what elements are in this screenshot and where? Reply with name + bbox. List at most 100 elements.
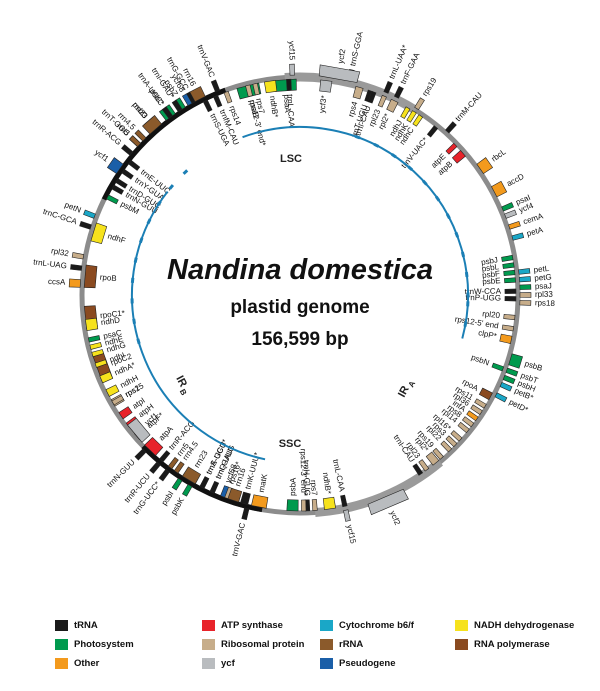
gene-block-trnn-guu [134,448,147,461]
gene-block-rpl22 [440,440,453,453]
gene-block-ycf68 [181,93,193,107]
gene-block-rps15 [111,395,124,406]
gene-block-rbcl [476,157,494,174]
gene-block-ycf1 [106,157,124,174]
gc-marker [407,165,414,171]
gene-block-rpl2 [425,451,440,466]
gc-marker [168,184,175,190]
gene-block-trnl-caa [340,494,348,508]
gene-block-rpl32 [71,252,85,260]
gene-label-ycf3: ycf3* [317,95,328,114]
gene-layer: trnH-GUGpsbAmatKtrnK-UUU*rps16*trnQ-UUGt… [33,30,556,557]
gc-marker [146,218,152,225]
gene-block-rps19 [414,97,425,111]
gene-block-ndhb [322,496,336,510]
gene-block-trna-ugc [199,476,210,489]
gene-block-rrn23 [142,115,162,135]
junction-band [141,444,263,513]
gene-block-rpl20 [503,313,516,321]
gene-block-ndhf [90,222,108,245]
gene-block-ycf2 [318,64,361,83]
gene-block-rrn4-5 [134,129,147,142]
gene-block-ycf4 [504,209,517,219]
gene-label-psbj: psbJ [480,255,498,267]
gene-label-ycf1: ycf1 [93,148,111,164]
gene-block-trng-ucc [158,468,170,482]
gene-label-psab: psaB [247,99,260,119]
region-irb: IR B [173,374,189,398]
gene-label-ccsa: ccsA [48,277,66,287]
gene-label-ndhd: ndhD [100,315,120,327]
ira-arc [131,190,266,461]
gene-block-petd [494,392,508,403]
legend-item-rna-polymerase: RNA polymerase [455,637,550,651]
gene-block-ndhg [91,349,104,358]
gene-block-peta [511,232,525,241]
gc-marker [133,257,138,263]
genome-subtitle: plastid genome [230,297,369,318]
species-name: Nandina domestica [167,254,433,286]
genome-map: trnH-GUGpsbAmatKtrnK-UUU*rps16*trnQ-UUGt… [33,30,556,557]
gene-block-psbn [491,362,505,372]
gene-label-trnl-uag: trnL-UAG [33,257,68,270]
gene-label-rps18: rps18 [535,298,556,308]
legend-item-photosystem: Photosystem [55,637,134,651]
gene-label-psbf: psbF [482,269,501,280]
gene-block-rps7 [311,499,318,511]
gene-label-ndhe: ndhE [104,334,124,347]
legend-item-ycf: ycf [202,656,235,670]
gene-block-psac [87,335,101,343]
gene-block-clpp [499,333,513,344]
legend-swatch [55,657,68,669]
region-irb-sub: B [178,388,189,398]
gene-block-rpl23 [418,459,430,472]
gene-label-rps19: rps19 [420,76,439,98]
gene-block-atpb [451,150,466,164]
gene-label-ndhb: ndhB* [321,472,333,495]
gc-marker [373,142,380,148]
region-ira: IR A [396,379,417,399]
legend: tRNA ATP synthase Cytochrome b6/f NADH dehy… [0,600,600,691]
gc-marker [464,271,469,278]
legend-item-trna: tRNA [55,618,98,632]
gene-block-rrn23 [181,466,202,485]
gc-marker [130,298,134,304]
gene-block-cema [508,220,521,230]
gene-label-rpob: rpoB [99,273,117,283]
gene-label-rpl32: rpl32 [50,246,70,258]
inner-ring [130,126,470,461]
gc-marker [445,213,451,220]
gene-block-ndhe [89,342,102,350]
gene-label-ycf2: ycf2 [336,48,348,65]
gene-block-psaj [519,284,532,290]
gc-marker [454,231,460,238]
gene-block-rrn16 [189,86,206,103]
gene-block-trnr-acg [159,450,171,463]
gene-block-trnw-cca [504,288,517,294]
gene-label-rpl20: rpl20 [482,309,501,320]
gene-label-peta: petA [526,225,545,238]
gene-label-ndhf: ndhF [107,232,127,246]
gene-block-rps18 [519,300,532,306]
legend-item-cytochrome-b6-f: Cytochrome b6/f [320,618,414,632]
gene-label-trnw-cca: trnW-CCA [465,287,502,297]
gene-label-psbb: psbB [523,359,543,373]
gene-block-petb [499,381,513,392]
gene-label-petg: petG [534,273,552,283]
legend-item-rrna: rRNA [320,637,363,651]
legend-item-other: Other [55,656,99,670]
gene-label-psbl: psbL [481,262,500,273]
legend-label: Photosystem [74,638,134,650]
gene-block-trns-uga [202,99,213,113]
gene-label-trnm-cau: trnM-CAU [454,91,485,124]
gene-block-infa [466,410,479,422]
gene-block-rrn5 [128,135,142,148]
gene-block-psbt [505,367,519,377]
legend-label: RNA polymerase [474,638,550,650]
gene-block-ndhj [400,106,411,119]
gene-block-trnp-ugg [504,296,517,302]
gene-label-petl: petL [533,264,550,275]
gene-block-rpl14 [457,421,470,434]
gene-label-psbe: psbE [482,276,501,286]
gene-label-accd: accD [505,172,526,189]
